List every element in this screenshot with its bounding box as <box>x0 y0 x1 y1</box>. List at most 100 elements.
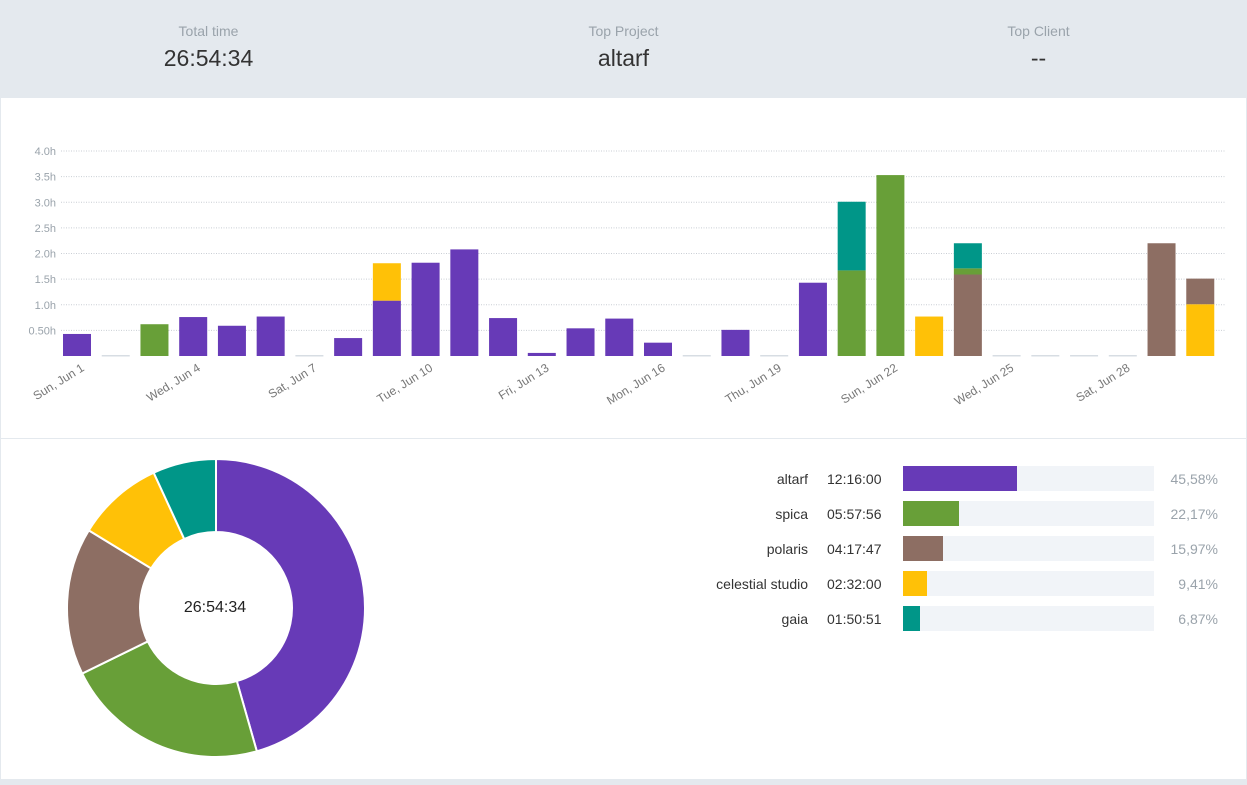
bar-segment-altarf <box>450 249 479 356</box>
project-name: gaia <box>781 610 808 627</box>
bar-segment-altarf <box>721 329 750 356</box>
day-bar[interactable] <box>217 325 246 356</box>
y-tick-label: 1.0h <box>35 300 56 312</box>
bar-segment-altarf <box>411 262 440 356</box>
bar-empty-marker <box>1031 355 1060 357</box>
project-percent: 15,97% <box>1170 540 1218 557</box>
project-row-celestial-studio[interactable]: celestial studio 02:32:00 9,41% <box>680 566 1240 601</box>
bar-empty-marker <box>682 355 711 357</box>
project-progress-track <box>903 571 1154 596</box>
day-bar[interactable] <box>1108 355 1137 357</box>
project-percent: 6,87% <box>1178 610 1218 627</box>
project-breakdown-list: altarf 12:16:00 45,58% spica 05:57:56 22,17% p… <box>680 461 1240 636</box>
day-bar[interactable] <box>682 355 711 357</box>
day-bar[interactable] <box>721 329 750 356</box>
x-tick-label: Sat, Jun 28 <box>1073 361 1132 405</box>
day-bar[interactable] <box>101 355 130 357</box>
day-bar[interactable] <box>760 355 789 357</box>
y-tick-label: 3.5h <box>35 172 56 184</box>
donut-slice-gaia[interactable] <box>152 457 217 541</box>
donut-slice-altarf[interactable] <box>215 457 366 753</box>
total-time-stat: Total time 26:54:34 <box>1 0 416 98</box>
bar-segment-altarf <box>605 318 634 356</box>
day-bar[interactable] <box>798 282 827 356</box>
day-bar[interactable] <box>372 263 401 356</box>
day-bar[interactable] <box>63 333 91 356</box>
project-duration: 12:16:00 <box>827 470 882 487</box>
day-bar[interactable] <box>295 355 324 357</box>
project-percent: 45,58% <box>1170 470 1218 487</box>
day-bar[interactable] <box>489 318 518 356</box>
day-bar[interactable] <box>140 324 169 356</box>
project-duration: 02:32:00 <box>827 575 882 592</box>
bar-segment-spica <box>876 175 905 356</box>
day-bar[interactable] <box>179 317 208 356</box>
x-tick-label: Sun, Jun 1 <box>31 360 87 402</box>
footer-strip <box>0 779 1247 785</box>
day-bar[interactable] <box>1031 355 1060 357</box>
project-progress-fill <box>903 501 959 526</box>
day-bar[interactable] <box>953 243 982 356</box>
bar-segment-spica <box>953 268 982 275</box>
day-bar[interactable] <box>411 262 440 356</box>
top-project-stat: Top Project altarf <box>416 0 831 98</box>
project-name: spica <box>775 505 808 522</box>
day-bar[interactable] <box>450 249 479 356</box>
day-bar[interactable] <box>527 352 556 356</box>
day-bar[interactable] <box>876 175 905 356</box>
day-bar[interactable] <box>837 201 866 356</box>
project-progress-track <box>903 466 1154 491</box>
x-tick-label: Sun, Jun 22 <box>838 361 900 407</box>
daily-bar-chart-panel: 0.50h 1.0h 1.5h 2.0h 2.5h 3.0h 3.5h 4.0h Sun, Ju… <box>1 98 1246 439</box>
project-progress-fill <box>903 466 1018 491</box>
project-name: altarf <box>776 470 808 487</box>
total-time-label: Total time <box>178 23 239 39</box>
y-tick-label: 3.0h <box>35 197 56 209</box>
bar-segment-celestial-studio <box>915 316 944 356</box>
bar-segment-celestial-studio <box>372 263 401 301</box>
bar-segment-altarf <box>179 317 208 356</box>
bar-segment-altarf <box>566 328 595 356</box>
y-tick-label: 0.50h <box>28 325 56 337</box>
day-bar[interactable] <box>1186 278 1215 356</box>
bar-segment-spica <box>140 324 169 356</box>
project-progress-fill <box>903 571 927 596</box>
day-bar[interactable] <box>1070 355 1099 357</box>
y-tick-label: 2.0h <box>35 249 56 261</box>
day-bar[interactable] <box>992 355 1021 357</box>
project-name: celestial studio <box>716 575 808 592</box>
top-client-stat: Top Client -- <box>831 0 1246 98</box>
project-percent: 22,17% <box>1170 505 1218 522</box>
x-tick-label: Thu, Jun 19 <box>723 360 784 406</box>
bar-segment-celestial-studio <box>1186 304 1215 356</box>
y-tick-label: 1.5h <box>35 274 56 286</box>
project-row-altarf[interactable]: altarf 12:16:00 45,58% <box>680 461 1240 496</box>
day-bar[interactable] <box>915 316 944 356</box>
top-client-value: -- <box>1030 45 1047 71</box>
day-bar[interactable] <box>334 338 363 356</box>
bar-segment-spica <box>837 270 866 356</box>
project-percent: 9,41% <box>1178 575 1218 592</box>
day-bar[interactable] <box>256 316 285 356</box>
project-row-gaia[interactable]: gaia 01:50:51 6,87% <box>680 601 1240 636</box>
donut-slice-spica[interactable] <box>80 640 259 758</box>
day-bar[interactable] <box>644 342 672 356</box>
top-project-value: altarf <box>597 45 650 71</box>
bar-segment-gaia <box>837 201 866 271</box>
project-row-spica[interactable]: spica 05:57:56 22,17% <box>680 496 1240 531</box>
day-bar[interactable] <box>605 318 634 356</box>
bar-segment-altarf <box>334 338 363 356</box>
total-time-value: 26:54:34 <box>163 45 254 71</box>
bar-segment-altarf <box>527 352 556 356</box>
day-bar[interactable] <box>566 328 595 356</box>
daily-bar-chart: 0.50h 1.0h 1.5h 2.0h 2.5h 3.0h 3.5h 4.0h Sun, Ju… <box>28 146 1225 408</box>
bar-segment-altarf <box>798 282 827 356</box>
day-bar[interactable] <box>1147 243 1176 356</box>
bar-segment-altarf <box>217 325 246 356</box>
x-tick-label: Wed, Jun 25 <box>952 360 1017 408</box>
project-progress-track <box>903 536 1154 561</box>
bar-segment-altarf <box>644 342 672 356</box>
bar-segment-polaris <box>1147 243 1176 356</box>
project-row-polaris[interactable]: polaris 04:17:47 15,97% <box>680 531 1240 566</box>
top-project-label: Top Project <box>588 23 659 39</box>
